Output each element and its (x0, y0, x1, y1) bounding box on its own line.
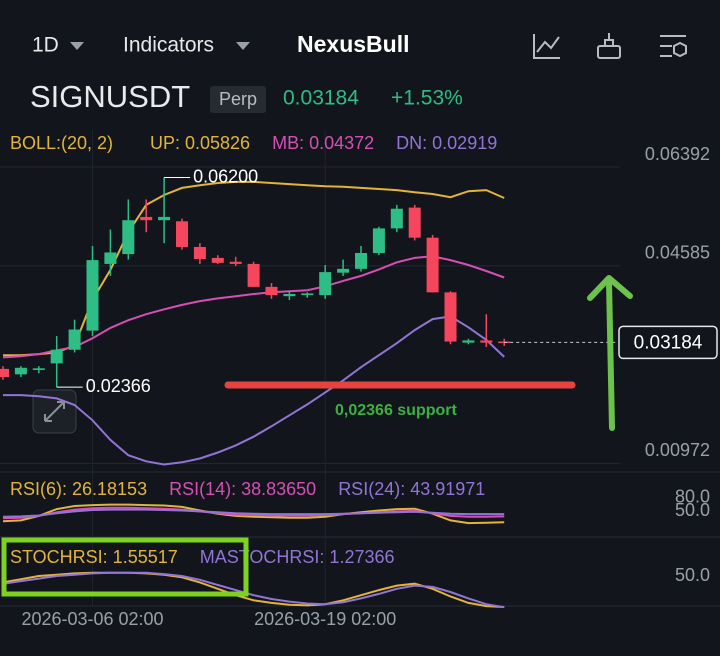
symbol-name: SIGNUSDT (30, 79, 190, 114)
candle-body (14, 367, 27, 375)
indicator-label: BOLL:(20, 2) (10, 133, 113, 153)
highlight-box (1, 537, 249, 597)
indicators-button[interactable]: Indicators (123, 34, 250, 57)
change: +1.53% (391, 87, 463, 110)
legend-entry: DN: 0.02919 (396, 133, 497, 153)
candle-body (390, 208, 403, 229)
candle-body (426, 237, 439, 293)
low-label: 0.02366 (86, 376, 151, 396)
candle-body (50, 349, 63, 364)
candle-body (337, 268, 350, 273)
candle-body (104, 252, 117, 264)
y-tick-label: 0.00972 (645, 440, 710, 460)
y-tick-label: 80.0 (675, 487, 710, 507)
last-price-box (618, 325, 718, 360)
x-tick-label: 2026-03-06 02:00 (21, 609, 163, 629)
dropdown-caret (70, 42, 84, 50)
y-tick-label: 50.0 (675, 565, 710, 585)
candle-body (0, 368, 9, 378)
candle-body (355, 252, 367, 269)
high-label: 0.06200 (193, 166, 258, 186)
perp-badge (210, 86, 266, 113)
indicator-line (2, 571, 505, 609)
candle-body (68, 329, 81, 350)
legend-entry: MB: 0.04372 (272, 133, 374, 153)
settings-icon[interactable] (660, 35, 687, 58)
icon-line (536, 36, 560, 53)
y-tick-label: 50.0 (675, 500, 710, 520)
price: 0.03184 (283, 87, 359, 110)
support-note: 0,02366 support (335, 402, 458, 419)
indicators: Indicators (123, 34, 214, 57)
legend-entry: RSI(6): 26.18153 (10, 479, 147, 499)
y-tick-label: 0.04585 (645, 243, 710, 263)
candle-body (211, 257, 224, 263)
brush-icon[interactable] (597, 33, 621, 59)
candle-body (86, 260, 99, 331)
indicator-line (2, 503, 505, 525)
interval: 1D (32, 34, 59, 57)
candle-body (193, 246, 206, 260)
legend-entry: UP: 0.05826 (150, 133, 250, 153)
icon-hex (673, 41, 687, 58)
candle-body (444, 292, 457, 342)
legend-entry: RSI(24): 43.91971 (338, 479, 485, 499)
expand-arrows (44, 401, 65, 422)
indicator-line (2, 255, 505, 359)
indicator-line (2, 508, 505, 518)
icon-lines (660, 35, 686, 57)
candle-body (480, 340, 493, 343)
candle-body (176, 221, 188, 247)
candle-body (229, 261, 242, 264)
candle-body (247, 263, 260, 287)
candle-body (283, 293, 296, 297)
indicator-line (3, 315, 505, 466)
legend-entry: RSI(14): 38.83650 (169, 479, 316, 499)
y-tick-label: 0.06392 (645, 144, 710, 164)
icon-axes (533, 34, 560, 59)
last-price-label: 0.03184 (634, 332, 703, 353)
icon-base (597, 45, 621, 59)
x-tick-label: 2026-03-19 02:00 (254, 609, 396, 629)
icon-handle (604, 33, 614, 46)
candle-body (158, 216, 171, 221)
brand: NexusBull (297, 31, 409, 57)
candle-body (301, 293, 314, 296)
perp-label: Perp (219, 89, 257, 109)
chart-icon[interactable] (533, 34, 560, 59)
candle-body (32, 368, 45, 370)
candle-body (265, 286, 278, 296)
legend-entry: STOCHRSI: 1.55517 (10, 547, 178, 567)
candle-body (319, 272, 332, 296)
up-arrow (587, 275, 633, 431)
candle-body (140, 216, 153, 221)
candle-body (408, 207, 421, 238)
legend-entry: MASTOCHRSI: 1.27366 (200, 547, 395, 567)
candle-body (372, 228, 385, 253)
candle-body (122, 220, 135, 255)
candle-body (462, 340, 475, 343)
interval-button[interactable]: 1D (32, 34, 84, 57)
dropdown-caret (236, 42, 250, 50)
